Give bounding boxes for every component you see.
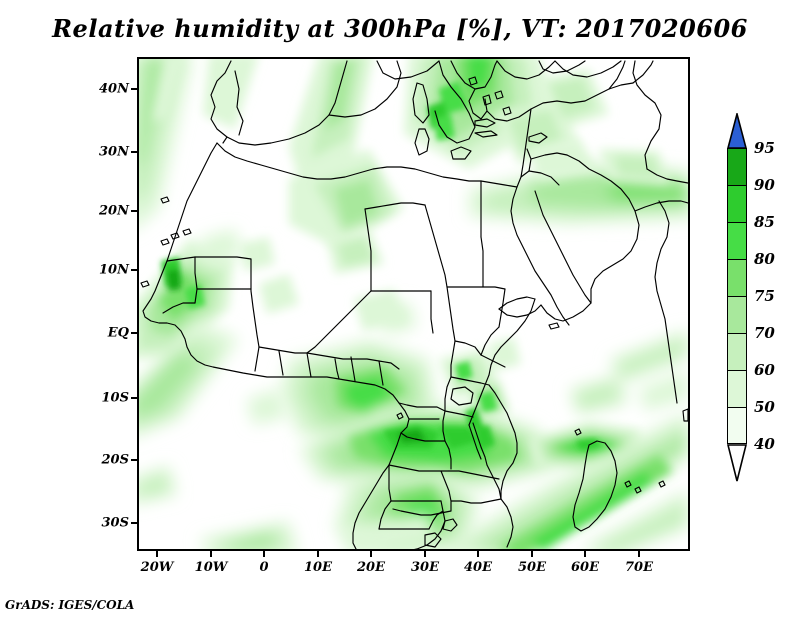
colorbar-label-60: 60 (754, 361, 775, 379)
xtick-label-50E: 50E (518, 560, 546, 575)
colorbar-band-60-70 (727, 333, 747, 370)
xtick-label-60E: 60E (571, 560, 599, 575)
ytick-mark-20S (131, 459, 137, 461)
xtick-mark-40E (477, 551, 479, 557)
xtick-label-70E: 70E (625, 560, 653, 575)
humidity-shading (139, 59, 688, 549)
map-plot-area (137, 57, 690, 551)
colorbar-label-40: 40 (754, 435, 775, 453)
ytick-mark-40N (131, 88, 137, 90)
ytick-label-20S: 20S (101, 452, 129, 468)
xtick-mark-60E (584, 551, 586, 557)
colorbar-bottom-arrow (727, 444, 747, 482)
xtick-mark-0 (263, 551, 265, 557)
colorbar-band-90-95 (727, 148, 747, 185)
ytick-mark-10S (131, 397, 137, 399)
xtick-label-30E: 30E (411, 560, 439, 575)
colorbar[interactable] (727, 113, 747, 482)
colorbar-label-95: 95 (754, 139, 775, 157)
page-title: Relative humidity at 300hPa [%], VT: 201… (52, 14, 748, 43)
xtick-mark-10W (210, 551, 212, 557)
colorbar-band-80-85 (727, 222, 747, 259)
ytick-mark-30N (131, 151, 137, 153)
xtick-label-20E: 20E (357, 560, 385, 575)
xtick-mark-30E (424, 551, 426, 557)
colorbar-label-70: 70 (754, 324, 775, 342)
humidity-map (139, 59, 688, 549)
colorbar-label-85: 85 (754, 213, 775, 231)
colorbar-band-85-90 (727, 185, 747, 222)
ytick-mark-30S (131, 522, 137, 524)
colorbar-label-75: 75 (754, 287, 775, 305)
xtick-mark-10E (317, 551, 319, 557)
xtick-label-10E: 10E (304, 560, 332, 575)
ytick-label-30S: 30S (101, 515, 129, 531)
xtick-label-40E: 40E (464, 560, 492, 575)
ytick-label-40N: 40N (99, 81, 129, 97)
ytick-mark-10N (131, 269, 137, 271)
colorbar-band-75-80 (727, 259, 747, 296)
coastlines-and-borders (140, 60, 688, 549)
ytick-mark-20N (131, 210, 137, 212)
ytick-label-EQ: EQ (107, 325, 129, 341)
xtick-mark-20W (156, 551, 158, 557)
colorbar-band-40-50 (727, 407, 747, 444)
xtick-mark-50E (531, 551, 533, 557)
ytick-label-20N: 20N (99, 203, 129, 219)
colorbar-label-90: 90 (754, 176, 775, 194)
colorbar-band-50-60 (727, 370, 747, 407)
xtick-mark-20E (370, 551, 372, 557)
colorbar-label-80: 80 (754, 250, 775, 268)
xtick-label-10W: 10W (194, 560, 228, 575)
xtick-mark-70E (638, 551, 640, 557)
colorbar-label-50: 50 (754, 398, 775, 416)
ytick-label-10S: 10S (101, 390, 129, 406)
colorbar-band-70-75 (727, 296, 747, 333)
xtick-label-20W: 20W (140, 560, 174, 575)
colorbar-top-arrow (727, 113, 747, 149)
attribution-footer: GrADS: IGES/COLA (5, 598, 135, 612)
ytick-label-10N: 10N (99, 262, 129, 278)
ytick-mark-EQ (131, 332, 137, 334)
ytick-label-30N: 30N (99, 144, 129, 160)
xtick-label-0: 0 (259, 560, 269, 575)
